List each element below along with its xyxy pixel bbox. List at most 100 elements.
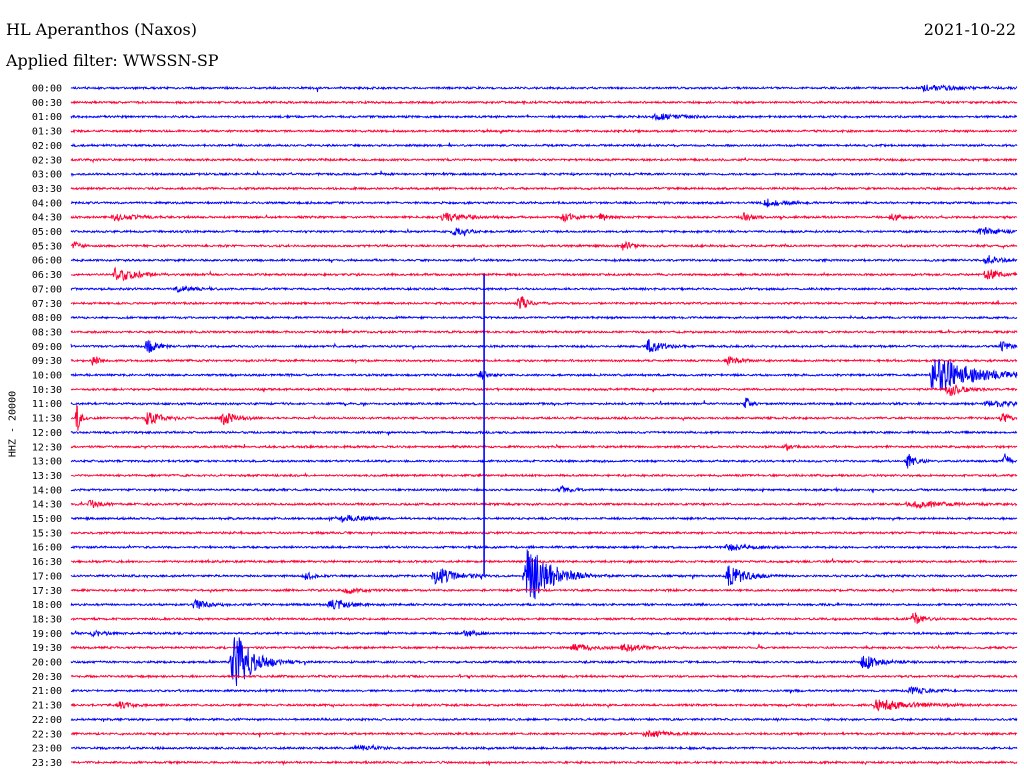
trace-line: [70, 227, 1018, 237]
row-label: 08:30: [32, 327, 62, 338]
row-label: 19:00: [32, 629, 62, 640]
trace-line: [70, 185, 1018, 192]
row-label: 13:30: [32, 471, 62, 482]
row-label: 09:00: [32, 342, 62, 353]
trace-line: [70, 699, 1018, 712]
date-label: 2021-10-22: [923, 20, 1016, 39]
trace-line: [70, 284, 1018, 294]
trace-line: [70, 549, 1018, 600]
trace-line: [70, 240, 1018, 251]
trace-line: [70, 99, 1018, 105]
filter-label: Applied filter: WWSSN-SP: [6, 51, 219, 70]
row-label: 07:00: [32, 284, 62, 295]
trace-line: [70, 295, 1018, 309]
trace-line: [70, 128, 1018, 134]
trace-line: [70, 612, 1018, 624]
trace-line: [70, 543, 1018, 552]
trace-line: [70, 443, 1018, 452]
row-label: 14:00: [32, 485, 62, 496]
trace-line: [70, 255, 1018, 265]
trace-line: [70, 359, 1018, 391]
trace-line: [70, 471, 1018, 479]
trace-line: [70, 716, 1018, 723]
row-label: 22:00: [32, 715, 62, 726]
trace-line: [70, 530, 1018, 537]
trace-line: [70, 673, 1018, 680]
trace-line: [70, 484, 1018, 494]
row-label: 03:00: [32, 170, 62, 181]
trace-line: [70, 685, 1018, 695]
row-label: 04:00: [32, 198, 62, 209]
trace-line: [70, 453, 1018, 469]
row-label: 17:00: [32, 571, 62, 582]
row-label: 01:00: [32, 112, 62, 123]
row-label: 06:00: [32, 256, 62, 267]
row-label: 08:00: [32, 313, 62, 324]
row-label: 13:00: [32, 457, 62, 468]
trace-line: [70, 404, 1018, 431]
trace-line: [70, 743, 1018, 751]
trace-line: [70, 384, 1018, 397]
trace-line: [70, 170, 1018, 178]
row-label: 16:30: [32, 557, 62, 568]
trace-line: [70, 266, 1018, 282]
row-label: 15:00: [32, 514, 62, 525]
row-label: 10:00: [32, 371, 62, 382]
trace-line: [70, 643, 1018, 653]
row-label: 05:30: [32, 241, 62, 252]
row-label: 21:30: [32, 701, 62, 712]
row-label: 20:30: [32, 672, 62, 683]
row-label-group: 00:00 00:30 01:00 01:30 02:00 02:30 03:00 03:30…: [32, 84, 62, 769]
trace-group: [70, 84, 1018, 766]
trace-line: [70, 84, 1018, 93]
trace-line: [70, 514, 1018, 523]
trace-line: [70, 637, 1018, 686]
row-label: 11:00: [32, 399, 62, 410]
trace-line: [70, 499, 1018, 510]
row-label: 21:00: [32, 686, 62, 697]
trace-line: [70, 339, 1018, 353]
row-label: 07:30: [32, 299, 62, 310]
trace-line: [70, 355, 1018, 367]
row-label: 20:00: [32, 658, 62, 669]
row-label: 02:30: [32, 155, 62, 166]
row-label: 14:30: [32, 500, 62, 511]
row-label: 01:30: [32, 127, 62, 138]
trace-line: [70, 112, 1018, 122]
row-label: 00:30: [32, 98, 62, 109]
trace-line: [70, 586, 1018, 595]
trace-line: [70, 198, 1018, 208]
row-label: 23:30: [32, 758, 62, 769]
row-label: 16:00: [32, 543, 62, 554]
station-title: HL Aperanthos (Naxos): [6, 20, 197, 39]
row-label: 04:30: [32, 213, 62, 224]
trace-line: [70, 729, 1018, 738]
trace-line: [70, 212, 1018, 223]
row-label: 11:30: [32, 414, 62, 425]
row-label: 03:30: [32, 184, 62, 195]
row-label: 15:30: [32, 528, 62, 539]
trace-line: [70, 629, 1018, 638]
trace-line: [70, 598, 1018, 610]
row-label: 22:30: [32, 729, 62, 740]
row-label: 05:00: [32, 227, 62, 238]
row-label: 00:00: [32, 84, 62, 95]
row-label: 17:30: [32, 586, 62, 597]
row-label: 12:30: [32, 442, 62, 453]
trace-line: [70, 142, 1018, 148]
row-label: 12:00: [32, 428, 62, 439]
row-label: 18:30: [32, 614, 62, 625]
trace-line: [70, 558, 1018, 565]
trace-line: [70, 397, 1018, 409]
trace-line: [70, 328, 1018, 335]
trace-line: [70, 314, 1018, 321]
row-label: 02:00: [32, 141, 62, 152]
trace-line: [70, 429, 1018, 436]
row-label: 19:30: [32, 643, 62, 654]
row-label: 18:00: [32, 600, 62, 611]
trace-line: [70, 156, 1018, 164]
row-label: 23:00: [32, 744, 62, 755]
row-label: 06:30: [32, 270, 62, 281]
row-label: 10:30: [32, 385, 62, 396]
